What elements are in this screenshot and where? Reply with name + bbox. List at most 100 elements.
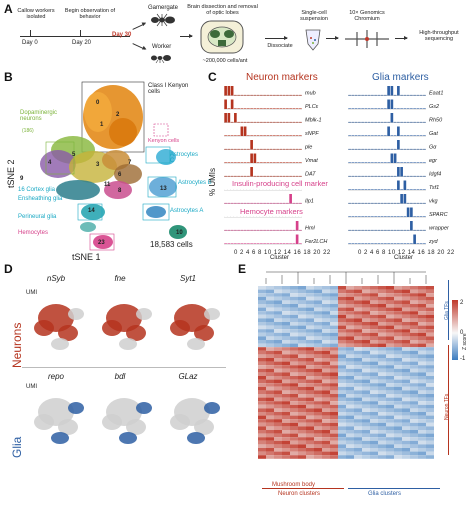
heatmap-cell	[410, 336, 418, 340]
heatmap-cell	[386, 404, 394, 409]
arrow-to-chromium	[326, 36, 339, 40]
marker-bar	[256, 94, 260, 96]
heatmap-cell	[266, 415, 274, 420]
heatmap-cell	[418, 318, 426, 322]
marker-bar	[273, 121, 276, 123]
heatmap-cell	[354, 426, 362, 430]
heatmap-cell	[410, 350, 418, 355]
heatmap-cell	[314, 412, 322, 416]
heatmap-cell	[266, 358, 274, 362]
heatmap-cell	[394, 412, 402, 416]
heatmap-cell	[314, 289, 322, 294]
heatmap-cell	[354, 430, 362, 434]
heatmap-cell	[418, 433, 426, 438]
day20-label: Day 20	[72, 40, 92, 46]
marker-bar	[247, 94, 250, 96]
heatmap-cell	[362, 343, 370, 348]
heatmap-cell	[378, 426, 386, 430]
heatmap-cell	[314, 390, 322, 394]
zscore-colorbar	[452, 300, 458, 360]
heatmap-cell	[322, 386, 330, 391]
heatmap-cell	[314, 444, 322, 448]
heatmap-cell	[274, 426, 282, 430]
marker-bar	[400, 148, 403, 150]
heatmap-cell	[370, 296, 378, 301]
marker-bar	[282, 243, 286, 244]
heatmap-cell	[410, 412, 418, 416]
heatmap-cell	[258, 343, 266, 348]
heatmap-cell	[346, 343, 354, 348]
heatmap-cell	[338, 401, 346, 405]
heatmap-cell	[330, 440, 338, 445]
heatmap-cell	[370, 368, 378, 373]
heatmap-cell	[322, 318, 330, 322]
heatmap-cell	[410, 368, 418, 373]
heatmap-cell	[338, 343, 346, 348]
mushroom-body-label: Mushroom body	[272, 482, 316, 488]
marker-bar	[416, 108, 420, 109]
heatmap-cell	[402, 419, 410, 423]
heatmap-cell	[418, 426, 426, 430]
heatmap-cell	[282, 347, 290, 351]
heatmap-cell	[298, 343, 306, 348]
heatmap-cell	[330, 433, 338, 438]
heatmap-cell	[346, 440, 354, 445]
marker-bar	[243, 162, 247, 163]
heatmap-cell	[330, 368, 338, 373]
heatmap-cell	[362, 365, 370, 369]
heatmap-cell	[378, 307, 386, 312]
heatmap-cell	[426, 365, 434, 369]
marker-bar	[276, 148, 279, 150]
heatmap-cell	[354, 448, 362, 452]
marker-bar	[413, 108, 416, 109]
marker-bar	[374, 148, 377, 150]
heatmap-cell	[338, 286, 346, 290]
marker-bar	[387, 126, 390, 136]
marker-bar	[263, 148, 266, 150]
heatmap-cell	[386, 322, 394, 326]
marker-gene-label: egr	[429, 158, 438, 164]
marker-bar	[282, 121, 286, 123]
marker-bar	[400, 194, 403, 204]
heatmap-cell	[322, 455, 330, 459]
marker-bar	[371, 135, 374, 136]
timeline-line	[20, 36, 130, 37]
heatmap-cell	[378, 386, 386, 391]
heatmap-cell	[314, 358, 322, 362]
heatmap-cell	[362, 397, 370, 402]
marker-bar	[295, 234, 299, 244]
heatmap-cell	[370, 383, 378, 387]
heatmap-cell	[402, 397, 410, 402]
heatmap-cell	[418, 440, 426, 445]
marker-bar	[351, 202, 355, 204]
heatmap-cell	[258, 318, 266, 322]
tsne-blob	[136, 402, 152, 414]
marker-bar	[292, 243, 296, 244]
heatmap-cell	[314, 419, 322, 423]
heatmap-cell	[338, 361, 346, 366]
heatmap-cell	[378, 415, 386, 420]
heatmap-cell	[306, 358, 314, 362]
heatmap-cell	[282, 350, 290, 355]
heatmap-cell	[282, 372, 290, 376]
heatmap-cell	[282, 451, 290, 456]
marker-bar	[419, 216, 423, 217]
heatmap-cell	[290, 433, 298, 438]
heatmap-cell	[370, 304, 378, 308]
heatmap-cell	[370, 354, 378, 358]
cluster-8: 8	[118, 188, 122, 194]
heatmap-cell	[314, 440, 322, 445]
heatmap-cell	[354, 404, 362, 409]
heatmap-cell	[274, 322, 282, 326]
heatmap-cell	[306, 325, 314, 330]
heatmap-cell	[282, 332, 290, 337]
marker-bar	[387, 99, 390, 109]
tsne-blob	[170, 414, 190, 430]
marker-bar	[292, 108, 296, 109]
heatmap-cell	[290, 343, 298, 348]
marker-bar	[266, 189, 270, 190]
heatmap-cell	[282, 365, 290, 369]
marker-bar	[230, 216, 234, 217]
marker-bar	[403, 175, 407, 177]
neuron-clusters-bracket	[262, 488, 344, 489]
